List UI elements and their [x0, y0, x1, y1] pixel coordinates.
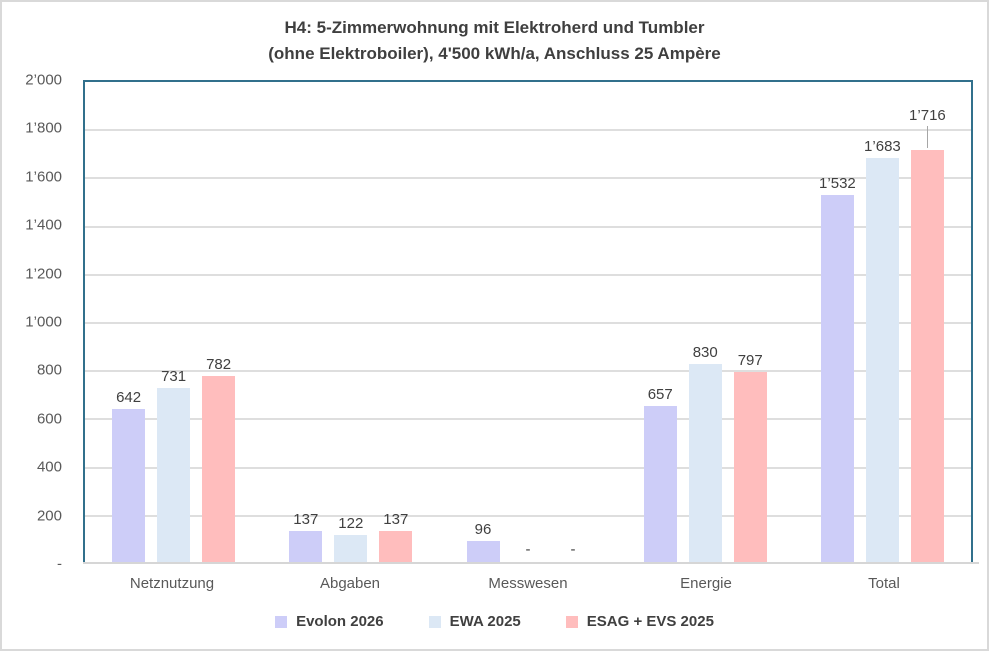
gridline	[85, 225, 971, 228]
y-tick-label: 400	[36, 458, 62, 476]
bar-value-label: 830	[692, 343, 718, 361]
gridline	[85, 322, 971, 324]
y-tick-label: 2’000	[25, 71, 62, 89]
bar: 1’683	[864, 138, 901, 564]
legend-swatch-icon	[275, 615, 288, 628]
y-tick-label: 1’200	[25, 265, 62, 283]
y-tick-label: 200	[36, 507, 62, 525]
y-tick-label: 800	[36, 361, 62, 379]
legend-swatch-icon	[565, 615, 578, 628]
bar-value-label: 782	[206, 355, 232, 373]
chart-title: H4: 5-Zimmerwohnung mit Elektroherd und …	[2, 15, 987, 67]
bar-value-label: 1’716	[909, 107, 946, 125]
bar-value-label: 137	[383, 510, 409, 528]
y-tick-label: 1’600	[25, 168, 62, 186]
bar-group-total: 1’532 1’683 1’716	[794, 82, 971, 564]
bar-group-netznutzung: 642 731 782	[85, 82, 262, 564]
x-category-label: Messwesen	[488, 575, 568, 592]
gridline	[85, 466, 971, 469]
bar-value-label: 1’532	[819, 174, 856, 192]
x-category-label: Abgaben	[319, 575, 381, 592]
gridline	[85, 370, 971, 373]
legend: Evolon 2026 EWA 2025 ESAG + EVS 2025	[2, 613, 987, 630]
chart-title-line-2: (ohne Elektroboiler), 4'500 kWh/a, Ansch…	[268, 44, 721, 63]
bar: 96	[466, 521, 500, 564]
bar: 1’532	[819, 175, 856, 564]
x-axis-line	[83, 562, 979, 564]
bar-group-abgaben: 137 122 137	[262, 82, 439, 564]
bar-value-label: 642	[116, 389, 142, 407]
bar-groups: 642 731 782 137 122 137 96 - - 657 830 797 1’532 1’68…	[85, 82, 971, 564]
bar-group-energie: 657 830 797	[617, 82, 794, 564]
bar: 731	[157, 368, 191, 564]
label-leader-line	[927, 126, 929, 149]
gridline	[85, 514, 971, 517]
bar-value-label: -	[570, 541, 576, 558]
x-axis-labels: Netznutzung Abgaben Messwesen Energie Total	[83, 575, 973, 592]
bar-value-label: 96	[474, 520, 492, 538]
gridline	[85, 177, 971, 180]
legend-label: EWA 2025	[449, 613, 521, 630]
bar-value-label: 122	[338, 514, 364, 532]
legend-item: ESAG + EVS 2025	[565, 613, 714, 630]
y-tick-label: -	[57, 555, 62, 573]
bar: 137	[379, 511, 413, 564]
x-category-label: Netznutzung	[129, 575, 215, 592]
legend-label: Evolon 2026	[296, 613, 384, 630]
bar: 782	[202, 356, 236, 564]
x-category-label: Total	[868, 575, 900, 592]
chart-title-line-1: H4: 5-Zimmerwohnung mit Elektroherd und …	[284, 18, 705, 37]
y-axis-labels: - 200 400 600 800 1’000 1’200 1’400 1’600 1’800 2’…	[2, 72, 62, 573]
gridlines	[85, 82, 971, 564]
legend-item: EWA 2025	[428, 613, 521, 630]
legend-label: ESAG + EVS 2025	[586, 613, 714, 630]
y-tick-label: 1’400	[25, 216, 62, 234]
bar-value-label: 731	[161, 367, 187, 385]
bar: 137	[289, 511, 323, 564]
bar-value-label: 797	[737, 351, 763, 369]
bar: 797	[733, 352, 767, 564]
bar-value-label: -	[525, 541, 531, 558]
bar-value-label: 1’683	[864, 138, 901, 156]
legend-swatch-icon	[428, 615, 441, 628]
bar-value-label: 137	[293, 510, 319, 528]
plot-area: 642 731 782 137 122 137 96 - - 657 830 797 1’532 1’68…	[83, 80, 973, 564]
gridline	[85, 129, 971, 132]
bar: 642	[112, 389, 146, 564]
y-tick-label: 1’800	[25, 119, 62, 137]
bar-group-messwesen: 96 - -	[439, 82, 616, 564]
y-tick-label: 1’000	[25, 313, 62, 331]
y-tick-label: 600	[36, 410, 62, 428]
gridline	[85, 418, 971, 421]
bar-value-label: 657	[647, 385, 673, 403]
x-category-label: Energie	[680, 575, 732, 592]
legend-item: Evolon 2026	[275, 613, 384, 630]
bar: 830	[688, 344, 722, 564]
bar: 1’716	[909, 107, 946, 564]
gridline	[85, 273, 971, 276]
bar: 122	[334, 515, 368, 564]
bar: 657	[643, 386, 677, 564]
